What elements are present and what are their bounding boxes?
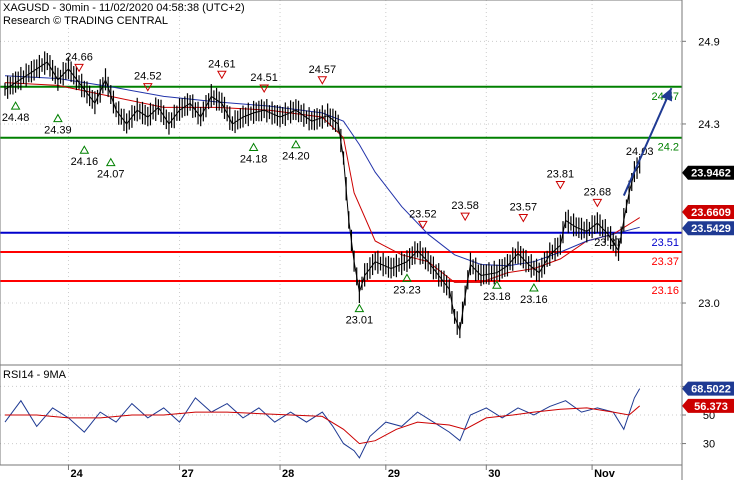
rsi-title: RSI14 - 9MA xyxy=(3,369,67,381)
price-axis: 23.0 24.3 24.9 xyxy=(682,36,720,310)
chart-title: XAGUSD - 30min - 11/02/2020 04:58:38 (UT… xyxy=(3,2,245,14)
price-series xyxy=(4,51,641,339)
pivot-high-marker xyxy=(216,70,227,80)
pivot-high-marker xyxy=(518,214,529,223)
pivot-low-label: 24.18 xyxy=(240,153,268,165)
pivot-high-label: 24.66 xyxy=(65,51,93,63)
pivot-low-marker xyxy=(529,282,539,292)
price-tags: 23.9462 23.6609 23.5429 xyxy=(682,165,734,236)
pivot-low-label: 23.18 xyxy=(483,291,511,303)
pivot-low-marker xyxy=(492,280,502,289)
level-label: 23.16 xyxy=(651,285,679,297)
pivot-low-label: 24.07 xyxy=(97,169,125,181)
time-tick-label: 24 xyxy=(70,468,83,480)
pivot-low-label: 24.48 xyxy=(2,112,30,124)
rsi-moving-average xyxy=(5,405,641,445)
pivot-low-marker xyxy=(291,139,301,149)
price-tag-background xyxy=(682,221,734,236)
price-tag-label: 23.6609 xyxy=(691,207,731,219)
price-label: 23.37 xyxy=(594,237,622,249)
price-tag-label: 23.9462 xyxy=(691,168,731,180)
pivot-high-marker xyxy=(317,76,328,85)
pivot-low-marker xyxy=(53,113,63,123)
pivot-low-label: 24.16 xyxy=(71,156,99,168)
pivot-high-label: 23.81 xyxy=(547,168,575,180)
time-tick-label: 28 xyxy=(282,468,294,480)
main-panel: 24.57 24.2 23.51 23.37 23.16 24.66 24.52 24.61… xyxy=(0,0,734,465)
rsi-tick-label: 30 xyxy=(703,439,715,451)
pivot-low-marker xyxy=(10,101,21,110)
rsi-tag-background xyxy=(682,381,734,396)
pivot-annotations: 24.66 24.52 24.61 24.51 24.57 23.52 23.58 23.57… xyxy=(2,51,654,326)
pivot-low-marker xyxy=(79,145,90,154)
pivot-high-marker xyxy=(592,198,603,208)
level-label: 23.37 xyxy=(651,256,679,268)
price-tag-background xyxy=(682,165,734,180)
time-tick-label: 27 xyxy=(182,468,194,480)
price-tick-label: 23.0 xyxy=(698,298,719,310)
moving-average-slow xyxy=(4,75,640,267)
pivot-low-marker xyxy=(402,273,412,282)
pivot-high-label: 24.52 xyxy=(134,71,162,83)
research-credit: Research © TRADING CENTRAL xyxy=(3,15,168,27)
pivot-high-marker xyxy=(259,84,270,94)
price-tag-background xyxy=(682,204,734,219)
pivot-high-label: 23.68 xyxy=(584,186,612,198)
pivot-low-label: 23.01 xyxy=(346,315,374,327)
rsi-tick-label: 50 xyxy=(703,410,715,422)
time-tick-label: 29 xyxy=(388,468,400,480)
price-line xyxy=(4,61,641,333)
pivot-low-label: 24.39 xyxy=(44,125,72,137)
pivot-high-label: 23.58 xyxy=(451,200,479,212)
rsi-tag-background xyxy=(682,398,734,413)
rsi-grid xyxy=(0,385,682,445)
time-axis: 24 27 28 29 30 Nov xyxy=(0,464,682,480)
forecast-arrow-head xyxy=(661,88,673,102)
pivot-low-marker xyxy=(248,142,259,151)
pivot-high-label: 24.51 xyxy=(250,72,278,84)
moving-average-fast xyxy=(4,82,640,283)
time-tick-label: Nov xyxy=(594,468,616,480)
pivot-high-marker xyxy=(555,180,566,190)
pivot-high-label: 23.52 xyxy=(409,208,437,220)
pivot-high-marker xyxy=(142,83,153,92)
forecast-arrow xyxy=(622,87,673,196)
pivot-low-label: 24.20 xyxy=(282,151,310,163)
rsi-series xyxy=(4,388,641,459)
level-label: 23.51 xyxy=(651,237,679,249)
pivot-low-label: 23.16 xyxy=(520,294,548,306)
rsi-tags: 68.5022 56.373 xyxy=(682,381,734,413)
price-label: 24.03 xyxy=(626,146,654,158)
rsi-tag-label: 56.373 xyxy=(694,401,728,413)
rsi-tag-label: 68.5022 xyxy=(691,384,731,396)
price-tick-label: 24.9 xyxy=(698,36,719,48)
pivot-low-label: 23.23 xyxy=(393,284,421,296)
level-label: 24.2 xyxy=(658,142,679,154)
moving-averages xyxy=(4,75,640,283)
pivot-low-marker xyxy=(105,157,116,167)
pivot-high-label: 24.57 xyxy=(309,64,337,76)
pivot-high-label: 23.57 xyxy=(510,202,538,214)
pivot-high-label: 24.61 xyxy=(208,58,236,70)
price-tick-label: 24.3 xyxy=(698,119,719,131)
price-tag-label: 23.5429 xyxy=(691,223,731,235)
pivot-high-marker xyxy=(460,212,471,222)
time-tick-label: 30 xyxy=(488,468,500,480)
pivot-high-marker xyxy=(417,220,428,230)
forecast-arrow-shaft xyxy=(622,87,673,196)
pivot-low-marker xyxy=(354,303,365,313)
pivot-high-marker xyxy=(74,63,84,73)
